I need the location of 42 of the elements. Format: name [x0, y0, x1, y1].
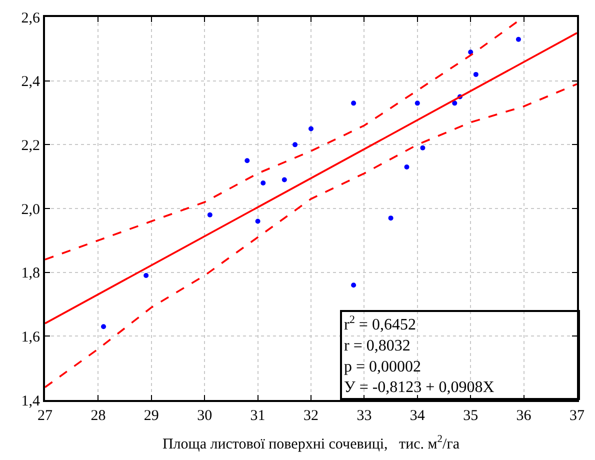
x-tick-label: 35	[463, 408, 478, 424]
x-tick-label: 33	[356, 408, 372, 424]
x-tick-label: 28	[90, 408, 106, 424]
x-tick-label: 27	[38, 408, 53, 424]
x-tick-label: 31	[250, 408, 266, 424]
x-tick-label: 29	[144, 408, 159, 424]
point	[351, 282, 356, 288]
point	[414, 100, 420, 106]
y-tick-label: 1,4	[21, 393, 40, 410]
point	[244, 158, 250, 164]
annotation: У = -0,8123 + 0,0908X	[344, 379, 495, 396]
y-tick-label: 1,6	[21, 329, 40, 346]
y-tick-label: 1,8	[21, 266, 40, 282]
x-tick-label: 34	[410, 408, 426, 424]
point	[388, 216, 394, 221]
y-tick-label: 2,6	[21, 10, 40, 26]
point	[351, 100, 356, 106]
point	[516, 36, 521, 42]
point	[420, 145, 426, 150]
x-tick-label: 37	[570, 408, 585, 424]
point	[207, 212, 212, 218]
annotation: r$^{2}$ = 0,6452	[344, 314, 416, 334]
x-axis-title: Площа листової поверхні сочевиці, тис. м$^{2}$/га	[162, 434, 460, 452]
annotation: r = 0,8032	[344, 338, 410, 355]
point	[144, 273, 149, 278]
point	[308, 126, 314, 132]
x-tick-label: 32	[304, 408, 318, 424]
point	[292, 142, 298, 148]
point	[260, 180, 266, 186]
point	[255, 218, 260, 224]
annotation: p = 0,00002	[344, 358, 422, 376]
point	[282, 177, 287, 182]
y-tick-label: 2,0	[21, 202, 40, 218]
x-tick-label: 30	[197, 408, 212, 424]
point	[101, 324, 106, 330]
y-tick-label: 2,2	[21, 138, 40, 154]
x-tick-label: 36	[516, 408, 532, 424]
point	[404, 164, 410, 170]
point	[452, 100, 458, 106]
point	[468, 50, 474, 55]
point	[473, 72, 478, 77]
y-tick-label: 2,4	[21, 74, 40, 90]
